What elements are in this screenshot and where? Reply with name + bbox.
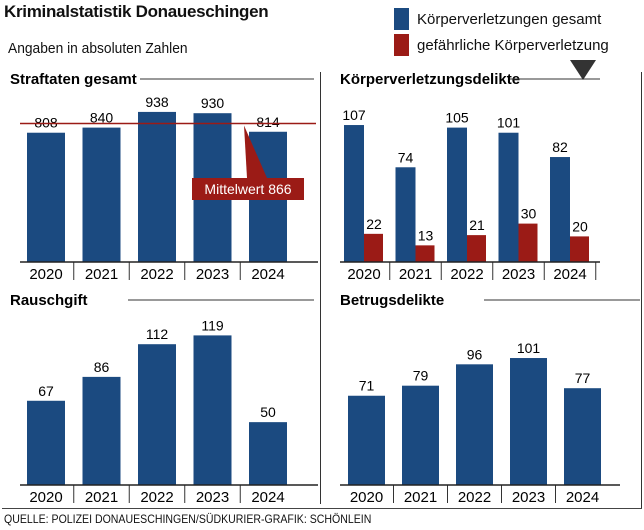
chart-koerperverletzung-label-total: 105 — [445, 110, 469, 126]
legend-swatch-total — [394, 8, 409, 30]
chart-rauschgift-value-label: 50 — [260, 404, 276, 420]
chart-koerperverletzung-xtick: 2021 — [399, 266, 432, 283]
chart-straftaten-bar — [27, 132, 65, 262]
chart-straftaten-xtick: 2021 — [85, 266, 118, 283]
chart-rauschgift-bar — [138, 344, 176, 485]
chart-straftaten-mean-pointer — [244, 125, 267, 178]
chart-straftaten-value-label: 814 — [256, 114, 280, 130]
chart-straftaten-xtick: 2020 — [29, 266, 62, 283]
chart-rauschgift-xtick: 2023 — [196, 489, 229, 506]
chart-koerperverletzung-label-dangerous: 30 — [521, 206, 537, 222]
chart-straftaten-value-label: 938 — [145, 94, 169, 110]
chart-koerperverletzung-bar-dangerous — [467, 235, 486, 262]
legend-item-total: Körperverletzungen gesamt — [394, 8, 601, 30]
chart-straftaten-value-label: 840 — [90, 110, 114, 126]
chart-betrug-value-label: 79 — [413, 368, 429, 384]
chart-koerperverletzung-bar-total — [344, 125, 364, 262]
legend-label-dangerous: gefährliche Körperverletzung — [417, 36, 609, 54]
chart-betrug-value-label: 96 — [467, 346, 483, 362]
chart-straftaten-bar — [82, 127, 121, 262]
chart-koerperverletzung-label-total: 107 — [342, 107, 366, 123]
footer-divider — [2, 508, 642, 509]
chart-rauschgift-xtick: 2022 — [140, 489, 173, 506]
chart-rauschgift-bar — [249, 422, 287, 485]
chart-betrug-bar — [456, 364, 493, 485]
chart-betrug-value-label: 71 — [359, 378, 375, 394]
chart-straftaten-title: Straftaten gesamt — [10, 71, 137, 88]
chart-rauschgift-xtick: 2021 — [85, 489, 118, 506]
legend-swatch-dangerous — [394, 34, 409, 56]
chart-betrug-bar — [402, 385, 439, 485]
chart-rauschgift-value-label: 112 — [146, 326, 169, 342]
chart-rauschgift-value-label: 86 — [94, 359, 110, 375]
chart-straftaten-xtick: 2024 — [251, 266, 284, 283]
chart-betrug-xtick: 2022 — [458, 489, 491, 506]
chart-betrug-title: Betrugsdelikte — [340, 292, 444, 309]
chart-koerperverletzung-bar-dangerous — [364, 233, 383, 262]
chart-rauschgift-xtick: 2020 — [29, 489, 62, 506]
chart-koerperverletzung-xtick: 2024 — [553, 266, 586, 283]
page-title: Kriminalstatistik Donaueschingen — [4, 2, 269, 21]
chart-straftaten-mean-label: Mittelwert 866 — [204, 181, 291, 197]
chart-rauschgift-value-label: 67 — [38, 383, 54, 399]
chart-rauschgift-bar — [82, 376, 121, 485]
chart-koerperverletzung-bar-total — [447, 127, 467, 262]
chart-betrug-bar — [510, 358, 547, 485]
chart-koerperverletzung-label-dangerous: 13 — [418, 227, 434, 243]
chart-koerperverletzung-bar-dangerous — [570, 236, 589, 262]
chart-koerperverletzung-label-dangerous: 20 — [572, 218, 588, 234]
panel-border — [641, 72, 642, 508]
chart-koerperverletzung-xtick: 2022 — [450, 266, 483, 283]
chart-rauschgift-value-label: 119 — [201, 317, 224, 333]
legend-item-dangerous: gefährliche Körperverletzung — [394, 34, 609, 56]
chart-koerperverletzung-bar-total — [395, 167, 416, 262]
chart-betrug-value-label: 101 — [517, 340, 541, 356]
chart-betrug-bar — [348, 395, 385, 485]
subtitle: Angaben in absoluten Zahlen — [8, 40, 188, 57]
chart-rauschgift-bar — [27, 400, 65, 485]
chart-betrug-xtick: 2020 — [350, 489, 383, 506]
legend-pointer-icon — [570, 60, 596, 80]
chart-straftaten-xtick: 2022 — [140, 266, 173, 283]
chart-koerperverletzung-bar-dangerous — [518, 223, 538, 262]
chart-koerperverletzung-bar-dangerous — [415, 245, 435, 262]
panel-divider — [320, 72, 321, 504]
chart-koerperverletzung-bar-total — [498, 132, 519, 262]
chart-betrug-xtick: 2021 — [404, 489, 437, 506]
legend-label-total: Körperverletzungen gesamt — [417, 10, 602, 28]
chart-koerperverletzung-label-total: 74 — [398, 149, 414, 165]
chart-straftaten-bar — [138, 111, 176, 262]
chart-betrug-bar — [564, 388, 601, 485]
chart-koerperverletzung-title: Körperverletzungsdelikte — [340, 71, 520, 88]
chart-koerperverletzung-bar-total — [550, 157, 570, 262]
chart-straftaten-value-label: 930 — [201, 95, 225, 111]
chart-koerperverletzung-label-dangerous: 22 — [366, 216, 382, 232]
chart-koerperverletzung-label-total: 101 — [497, 115, 521, 131]
chart-straftaten-xtick: 2023 — [196, 266, 229, 283]
chart-rauschgift-title: Rauschgift — [10, 292, 88, 309]
chart-straftaten-mean-box — [192, 178, 304, 200]
chart-rauschgift-bar — [193, 335, 232, 485]
chart-koerperverletzung-label-total: 82 — [552, 139, 568, 155]
chart-koerperverletzung-xtick: 2020 — [347, 266, 380, 283]
chart-koerperverletzung-xtick: 2023 — [502, 266, 535, 283]
source-note: QUELLE: POLIZEI DONAUESCHINGEN/SÜDKURIER… — [4, 512, 372, 526]
chart-rauschgift-xtick: 2024 — [251, 489, 284, 506]
chart-betrug-value-label: 77 — [575, 370, 591, 386]
chart-betrug-xtick: 2024 — [566, 489, 599, 506]
chart-koerperverletzung-label-dangerous: 21 — [469, 217, 485, 233]
chart-betrug-xtick: 2023 — [512, 489, 545, 506]
